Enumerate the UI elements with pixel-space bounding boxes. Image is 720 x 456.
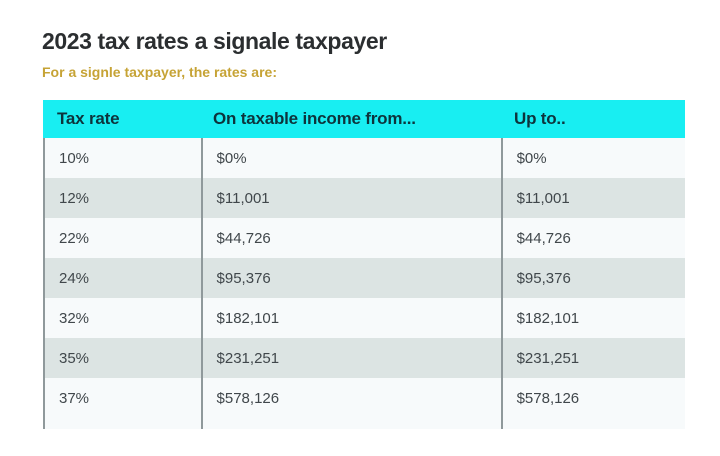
tax-rate-cell (45, 418, 201, 429)
table-row: 32% $182,101 $182,101 (43, 298, 685, 338)
column-header-income-from: On taxable income from... (213, 109, 416, 128)
tax-rate-cell: 32% (59, 309, 90, 327)
up-to-cell: $95,376 (500, 258, 685, 298)
table-header-row: Tax rate On taxable income from... Up to… (43, 100, 685, 138)
table-row-partial (43, 418, 685, 429)
table-row: 22% $44,726 $44,726 (43, 218, 685, 258)
table-row: 35% $231,251 $231,251 (43, 338, 685, 378)
up-to-cell (500, 418, 685, 429)
table-row: 12% $11,001 $11,001 (43, 178, 685, 218)
up-to-cell: $11,001 (500, 178, 685, 218)
up-to-cell: $231,251 (500, 338, 685, 378)
income-from-cell: $231,251 (200, 338, 501, 378)
column-header-tax-rate: Tax rate (57, 109, 120, 128)
table-row: 37% $578,126 $578,126 (43, 378, 685, 418)
column-header-up-to: Up to.. (514, 109, 566, 128)
tax-rate-cell: 37% (59, 389, 90, 407)
up-to-cell: $44,726 (500, 218, 685, 258)
tax-rate-cell: 12% (59, 189, 90, 207)
income-from-cell: $0% (200, 138, 501, 178)
income-from-cell: $95,376 (200, 258, 501, 298)
up-to-cell: $0% (500, 138, 685, 178)
tax-rates-table: Tax rate On taxable income from... Up to… (43, 100, 685, 429)
page-subtitle: For a signle taxpayer, the rates are: (42, 64, 277, 80)
income-from-cell (200, 418, 501, 429)
table-body: 10% $0% $0% 12% $11,001 $11,001 22% $44,… (43, 138, 685, 418)
table-cutoff (43, 418, 685, 429)
income-from-cell: $578,126 (200, 378, 501, 418)
tax-rate-cell: 24% (59, 269, 90, 287)
income-from-cell: $182,101 (200, 298, 501, 338)
tax-rate-cell: 10% (59, 149, 90, 167)
tax-rate-cell: 35% (59, 349, 90, 367)
up-to-cell: $578,126 (500, 378, 685, 418)
up-to-cell: $182,101 (500, 298, 685, 338)
table-row: 10% $0% $0% (43, 138, 685, 178)
tax-rate-cell: 22% (59, 229, 90, 247)
income-from-cell: $11,001 (200, 178, 501, 218)
page-title: 2023 tax rates a signale taxpayer (42, 28, 387, 54)
table-row: 24% $95,376 $95,376 (43, 258, 685, 298)
income-from-cell: $44,726 (200, 218, 501, 258)
